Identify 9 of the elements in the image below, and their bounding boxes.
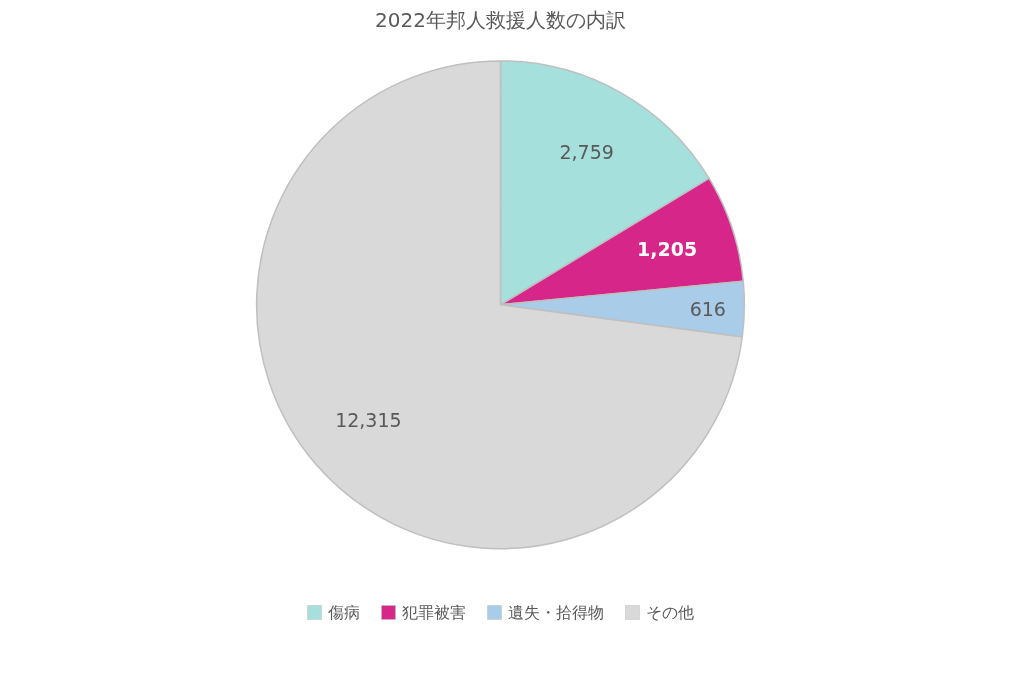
legend-label: 遺失・拾得物 [507,603,604,622]
data-label: 12,315 [335,409,402,432]
data-label: 616 [689,297,726,320]
legend-label: 傷病 [326,603,360,622]
legend-label: 犯罪被害 [401,603,466,622]
data-label: 2,759 [559,140,614,163]
legend-label: その他 [645,603,694,622]
chart-title: 2022年邦人救援人数の内訳 [375,7,626,32]
data-label: 1,205 [637,238,698,261]
